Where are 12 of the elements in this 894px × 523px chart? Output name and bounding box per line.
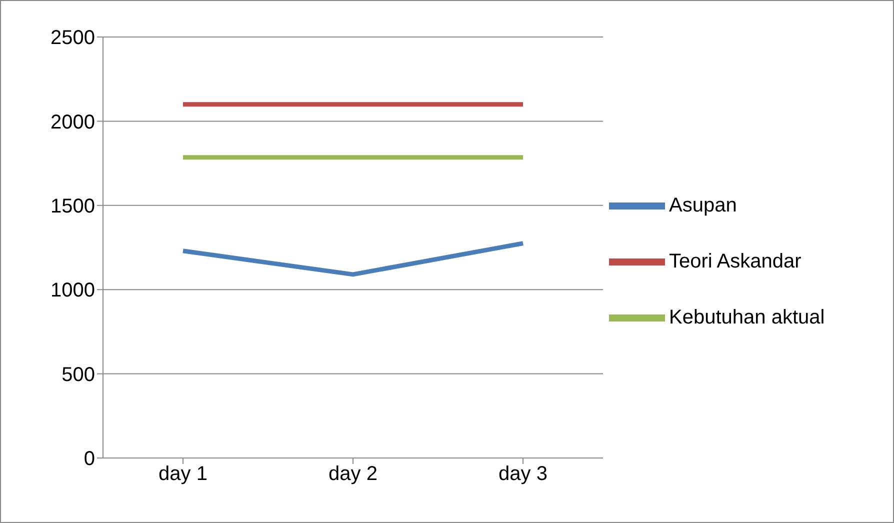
legend-label: Teori Askandar xyxy=(669,250,802,272)
x-tick-label: day 2 xyxy=(328,463,378,486)
y-tick-label: 1500 xyxy=(50,196,95,218)
x-tick-label: day 1 xyxy=(158,463,208,486)
y-tick-label: 0 xyxy=(84,448,95,470)
y-tick-label: 500 xyxy=(62,364,95,386)
legend-label: Asupan xyxy=(669,194,737,216)
y-tick-label: 2500 xyxy=(50,27,95,50)
y-tick-label: 1000 xyxy=(50,280,95,302)
legend-label: Kebutuhan aktual xyxy=(669,306,825,328)
y-tick-label: 2000 xyxy=(50,111,95,134)
x-tick-label: day 3 xyxy=(498,463,548,486)
